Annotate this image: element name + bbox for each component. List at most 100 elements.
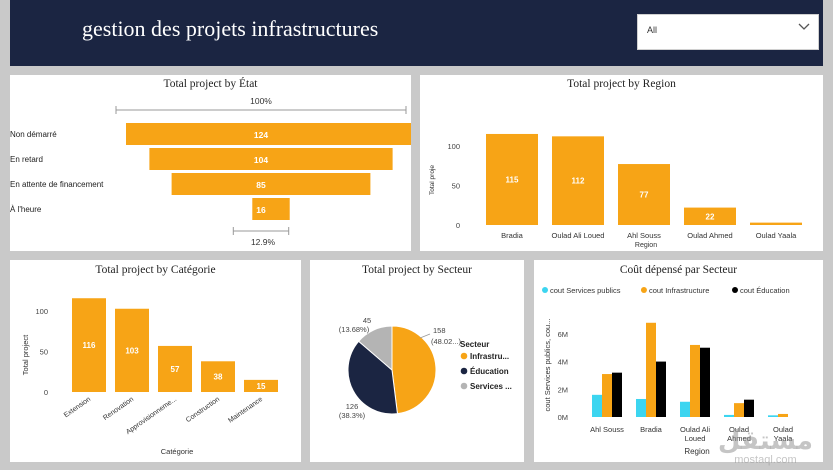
secteur-pie-chart: 158 (48.02...) 126(38.3%) 45(13.68%) Secteur… (339, 316, 512, 420)
x-tick-label: Ahl Souss (627, 231, 661, 240)
categorie-bar-chart: 050100116Extension103Renovation57Approvi… (21, 298, 278, 456)
bar (636, 398, 646, 417)
x-tick-label: Bradia (640, 425, 663, 434)
y-axis-title: Total project (21, 334, 30, 375)
bar (750, 222, 802, 225)
pie-value-label: 45 (363, 316, 371, 325)
pie-slice (391, 325, 437, 415)
legend-marker (460, 382, 468, 390)
pie-percent-label: (38.3%) (339, 411, 366, 420)
panel-title: Total project by Region (567, 78, 676, 90)
watermark-arabic: مستقل (717, 426, 813, 456)
legend-marker (460, 352, 468, 360)
y-axis-title: Total proje (429, 165, 436, 195)
bar (656, 361, 666, 417)
page-title: gestion des projets infrastructures (82, 16, 379, 41)
x-tick-label: Construction (185, 396, 221, 424)
x-tick-label: Oulad Ahmed (687, 231, 732, 240)
funnel-bar-value: 124 (254, 130, 268, 140)
watermark-latin: mostaql.com (734, 454, 797, 466)
x-axis-title: Region (635, 242, 657, 249)
bar-value-label: 77 (640, 191, 649, 200)
y-tick-label: 50 (452, 181, 460, 190)
header-bar: gestion des projets infrastructures All (10, 0, 823, 66)
pie-slice (347, 340, 399, 415)
pie-value-label: 126 (346, 402, 359, 411)
bar (700, 347, 710, 417)
watermark: مستقل mostaql.com (718, 428, 813, 466)
x-tick-label: Oulad Ali Loued (552, 231, 605, 240)
bar (646, 322, 656, 417)
panel-title: Coût dépensé par Secteur (619, 264, 738, 276)
funnel-bar (252, 198, 290, 220)
pie-percent-label: (13.68%) (339, 325, 370, 334)
panel-title: Total project by Secteur (361, 264, 472, 276)
y-axis-title: cout Services publics, cou... (543, 319, 552, 412)
panel-etat[interactable]: Total project by État 100% 124 Non démarré… (10, 75, 411, 251)
panel-categorie[interactable]: Total project by Catégorie 0 50 100 116 Exte… (10, 260, 301, 462)
y-tick-label: 0 (44, 388, 48, 397)
legend-label: Éducation (470, 367, 509, 376)
x-tick-label: Oulad Yaala (773, 425, 793, 443)
bar (684, 207, 736, 225)
panel-title: Total project by État (163, 78, 258, 90)
funnel-row-label: À l'heure (10, 205, 42, 214)
legend-marker (542, 287, 548, 293)
bar (778, 413, 788, 417)
bar-value-label: 112 (572, 177, 585, 186)
funnel-row-label: En retard (10, 155, 43, 164)
bar (744, 399, 754, 417)
bar (486, 133, 538, 225)
bar (690, 344, 700, 417)
bar (612, 372, 622, 417)
bar (680, 401, 690, 417)
bar (201, 361, 235, 392)
cout-grouped-bar-chart: cout Services publics cout Infrastructure… (542, 286, 793, 456)
bar (244, 379, 278, 392)
bar-value-label: 103 (125, 346, 139, 355)
x-tick-label: Maintenance (227, 396, 264, 425)
funnel-row-label: Non démarré (10, 130, 57, 139)
funnel-bottom-percent: 12.9% (251, 237, 276, 247)
bar (115, 308, 149, 392)
y-tick-label: 0M (558, 413, 568, 422)
filter-dropdown[interactable]: All (637, 14, 819, 50)
bar (602, 374, 612, 417)
x-tick-label: Oulad Yaala (756, 231, 797, 240)
legend-label: cout Éducation (740, 286, 790, 295)
panel-region[interactable]: Total project by Region 0 50 100 115 Bradia 1… (420, 75, 823, 251)
panel-title: Total project by Catégorie (95, 264, 216, 276)
funnel-bar-value: 85 (256, 180, 266, 190)
y-tick-label: 100 (447, 142, 460, 151)
funnel-bar-value: 16 (256, 205, 266, 215)
funnel-row-label: En attente de financement (10, 180, 104, 189)
bar (552, 136, 604, 225)
funnel-top-percent: 100% (250, 96, 272, 106)
region-bar-chart: 0 50 100 115 Bradia 112 Oulad Ali Loued 77 Ahl S… (429, 133, 802, 249)
y-tick-label: 6M (558, 330, 568, 339)
x-tick-label: Renovation (102, 396, 135, 422)
y-tick-label: 100 (35, 307, 48, 316)
x-axis-title: Region (684, 447, 709, 456)
bar (618, 164, 670, 225)
bar (592, 394, 602, 417)
bar-value-label: 15 (257, 382, 266, 391)
panel-secteur[interactable]: Total project by Secteur 158 (48.02...) 12… (310, 260, 524, 462)
funnel-bar (171, 173, 371, 195)
bar-value-label: 115 (506, 175, 519, 184)
panel-cout[interactable]: Coût dépensé par Secteur cout Services p… (534, 260, 823, 462)
x-tick-label: Extension (63, 396, 92, 419)
legend-label: Services ... (470, 382, 512, 391)
funnel-bar-value: 104 (254, 155, 268, 165)
bar-value-label: 57 (171, 365, 180, 374)
bar-value-label: 22 (706, 212, 715, 221)
bar (734, 403, 744, 417)
funnel-chart: 100% 124 Non démarré 104 En retard 85 En atten… (10, 96, 411, 247)
chevron-down-icon (798, 23, 810, 30)
bar (158, 345, 192, 392)
y-tick-label: 0 (456, 221, 460, 230)
pie-leader-line (419, 333, 431, 339)
bar-value-label: 116 (83, 341, 96, 350)
bar (724, 414, 734, 417)
